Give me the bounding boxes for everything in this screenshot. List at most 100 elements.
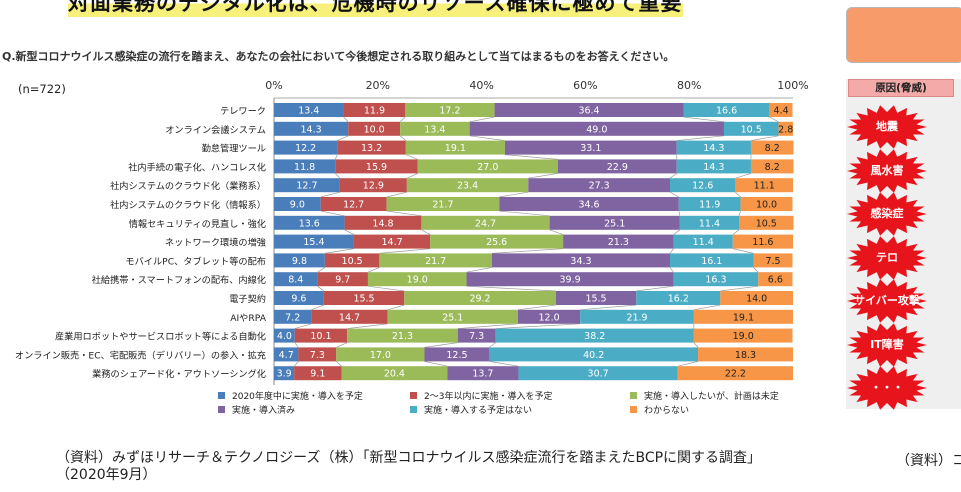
series-connector-line (528, 173, 558, 179)
bar-value-label: 19.1 (445, 143, 466, 154)
bar-value-label: 15.5 (585, 294, 606, 305)
burst-icon (847, 279, 927, 323)
bar-segment (489, 347, 699, 362)
bar-value-label: 14.3 (703, 143, 724, 154)
series-connector-line (720, 285, 759, 292)
source-line-1: （資料）みずほリサーチ＆テクノロジーズ（株）「新型コロナウイルス感染症流行を踏ま… (56, 450, 762, 466)
bar-value-label: 11.1 (754, 181, 775, 192)
bar-value-label: 15.5 (353, 294, 374, 305)
bar-value-label: 34.3 (570, 256, 591, 267)
bar-segment (386, 197, 500, 211)
bar-value-label: 25.1 (604, 218, 625, 229)
question-text: Q.新型コロナウイルス感染症の流行を踏まえ、あなたの会社において今後想定される取… (2, 50, 675, 63)
bar-value-label: 12.7 (343, 200, 364, 211)
category-label: 勤怠管理ツール (202, 143, 266, 155)
bar-segment (294, 366, 342, 381)
legend-item: 2～3年以内に実施・導入を予定 (410, 389, 552, 402)
bar-segment (469, 121, 724, 136)
bar-value-label: 10.0 (364, 124, 385, 135)
bar-value-label: 16.1 (701, 256, 722, 267)
series-connector-line (399, 116, 406, 123)
legend-label: わからない (644, 406, 690, 416)
bar-segment (347, 328, 458, 343)
series-connector-line (294, 323, 312, 329)
bar-segment (404, 291, 556, 305)
bar-value-label: 40.2 (583, 350, 604, 361)
bar-value-label: 49.0 (586, 124, 607, 135)
bar-segment (750, 159, 794, 174)
bar-value-label: 12.2 (295, 143, 316, 154)
bar-segment (274, 103, 344, 117)
bar-segment (324, 253, 380, 268)
series-connector-line (732, 229, 740, 235)
series-connector-line (495, 323, 581, 329)
page-title: 対面業務のデジタル化は、危機時のリソース確保に極めて重要 (68, 0, 683, 17)
bar-segment (669, 253, 754, 268)
bar-value-label: 4.7 (279, 350, 294, 361)
bar-segment (549, 215, 680, 230)
bar-segment (563, 234, 674, 249)
bar-value-label: 15.9 (366, 162, 387, 173)
bar-value-label: 9.6 (291, 294, 306, 305)
cause-burst: IT障害 (847, 322, 927, 367)
x-tick-label: 80% (677, 79, 701, 92)
series-connector-line (320, 210, 345, 217)
bar-value-label: 21.7 (432, 200, 453, 211)
x-tick-label: 40% (469, 79, 493, 92)
bar-value-label: 21.3 (392, 331, 413, 342)
bar-segment (720, 291, 793, 305)
x-tick-label: 20% (366, 79, 390, 92)
cause-header: 原因(脅威) (848, 79, 954, 97)
bar-value-label: 23.4 (457, 181, 478, 192)
stacked-bar-chart: 0% 20% 40% 60% 80% 100% テレワーク 13.4 11.9 17.2 36.4 1… (15, 79, 809, 385)
bar-value-label: 13.6 (299, 218, 320, 229)
bar-segment (557, 159, 677, 174)
series-connector-line (386, 210, 422, 217)
category-label: オンライン会議システム (165, 124, 266, 136)
series-connector-line (457, 323, 518, 329)
bar-segment (274, 272, 318, 287)
bar-segment (274, 309, 312, 324)
bar-segment (348, 121, 401, 136)
bar-value-label: 14.3 (301, 124, 322, 135)
bar-value-label: 4.0 (277, 331, 292, 342)
series-connector-line (504, 154, 558, 160)
category-label: ネットワーク環境の増強 (165, 237, 266, 249)
series-connector-line (294, 342, 299, 348)
bar-value-label: 12.7 (296, 181, 317, 192)
bar-value-label: 12.6 (692, 181, 713, 192)
series-connector-line (678, 210, 681, 216)
bar-value-label: 4.4 (774, 106, 789, 117)
bar-segment (379, 253, 492, 268)
bar-segment (405, 103, 495, 117)
bar-value-label: 8.2 (765, 162, 780, 173)
bar-segment (387, 309, 518, 324)
bar-segment (466, 272, 674, 287)
bar-value-label: 14.7 (339, 312, 360, 323)
bar-segment (679, 215, 740, 230)
cause-burst: サイバー攻撃 (847, 279, 927, 323)
bar-value-label: 9.1 (310, 369, 325, 380)
bar-segment (518, 366, 678, 381)
series-connector-line (669, 267, 674, 273)
bar-value-label: 8.4 (288, 275, 303, 286)
cause-burst: ・・・ (847, 366, 927, 410)
bar-value-label: 19.0 (407, 275, 428, 286)
bar-value-label: 16.6 (716, 106, 737, 117)
series-connector-line (406, 173, 418, 179)
category-label: AIやRPA (230, 313, 267, 324)
bar-value-label: 9.8 (292, 256, 307, 267)
bar-value-label: 10.1 (310, 331, 331, 342)
bar-value-label: 16.2 (668, 294, 689, 305)
bar-value-label: 3.9 (277, 369, 292, 380)
series-connector-line (669, 248, 674, 254)
bar-segment (274, 215, 345, 230)
series-connector-line (293, 361, 299, 367)
legend-swatch (630, 392, 637, 399)
bar-value-label: 21.7 (425, 256, 446, 267)
series-connector-line (466, 285, 556, 292)
series-connector-line (324, 248, 354, 254)
legend-item: わからない (630, 403, 689, 416)
bar-value-label: 11.9 (699, 200, 720, 211)
bar-value-label: 7.3 (310, 350, 325, 361)
